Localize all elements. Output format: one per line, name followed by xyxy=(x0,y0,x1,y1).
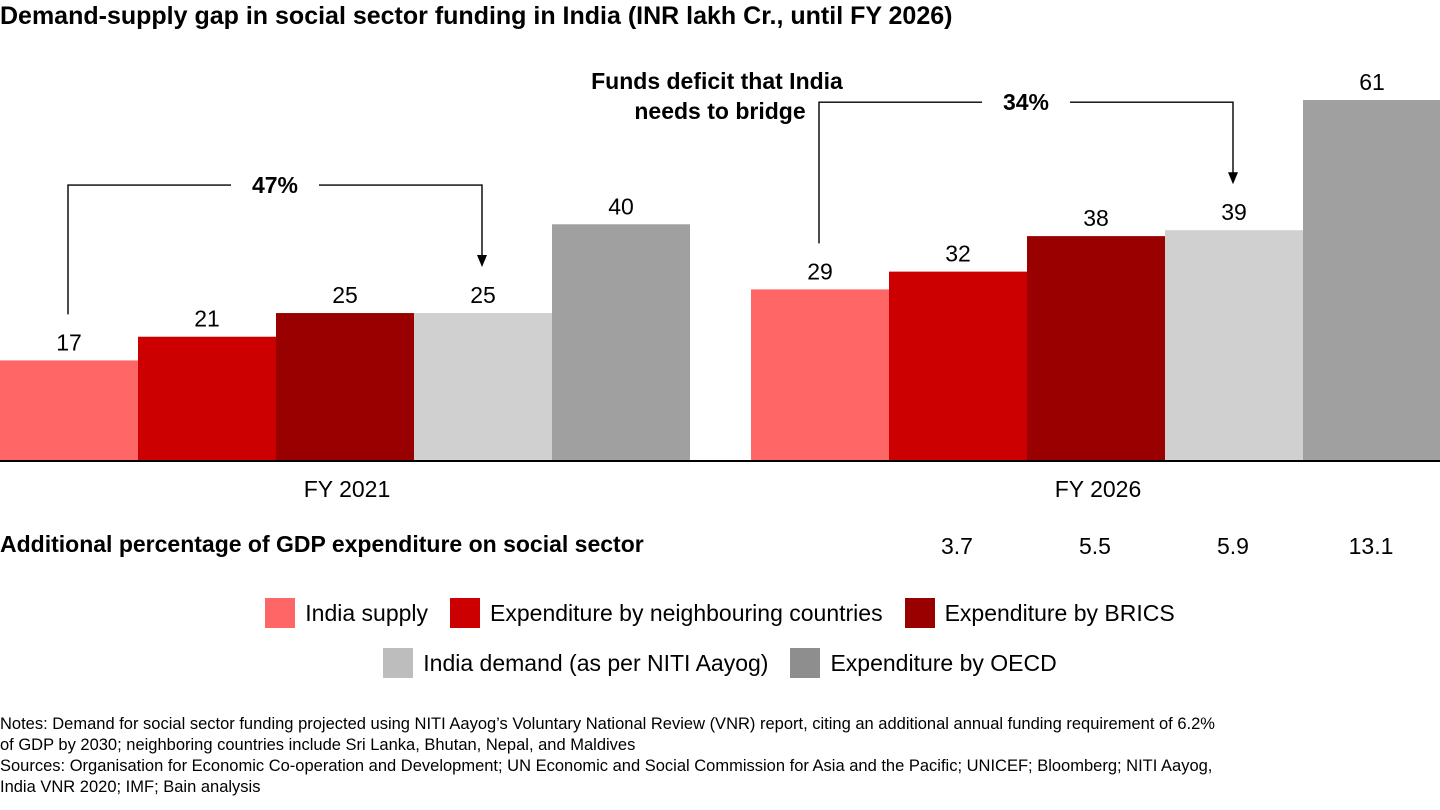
sources-line: India VNR 2020; IMF; Bain analysis xyxy=(0,778,261,796)
gap-bracket-right xyxy=(319,184,483,258)
gap-percentage-label: 47% xyxy=(252,172,298,198)
bar-fy-2021-expenditure-by-brics xyxy=(276,313,414,461)
gap-bracket-left xyxy=(818,101,982,244)
bar-value-label: 61 xyxy=(1359,69,1385,95)
legend-swatch xyxy=(904,598,935,628)
legend-label: Expenditure by OECD xyxy=(830,649,1057,676)
category-labels-group: FY 2021 FY 2026 xyxy=(304,476,1142,502)
bar-fy-2021-india-demand-as-per-niti-aayog xyxy=(414,313,552,461)
legend-swatch xyxy=(790,648,821,678)
bar-fy-2026-india-supply xyxy=(751,289,889,461)
gap-arrowhead xyxy=(477,255,487,268)
bar-fy-2026-expenditure-by-brics xyxy=(1027,236,1165,461)
gdp-value-oecd: 13.1 xyxy=(1348,533,1394,559)
legend-item-india-supply: India supply xyxy=(265,598,428,628)
legend-label: India supply xyxy=(305,599,429,626)
sources-line: Sources: Organisation for Economic Co-op… xyxy=(0,757,1213,775)
legend-item-oecd: Expenditure by OECD xyxy=(790,648,1057,678)
bar-fy-2026-india-demand-as-per-niti-aayog xyxy=(1165,230,1303,461)
bar-fy-2021-expenditure-by-neighbouring-countries xyxy=(138,336,276,461)
bar-value-label: 40 xyxy=(608,193,634,219)
legend-row-1: India supply Expenditure by neighbouring… xyxy=(0,598,1440,628)
gap-percentage-label: 34% xyxy=(1003,89,1049,115)
legend-item-brics: Expenditure by BRICS xyxy=(904,598,1175,628)
gdp-value-neighbouring: 3.7 xyxy=(941,533,973,559)
bar-fy-2021-india-supply xyxy=(0,360,138,461)
gdp-value-brics: 5.5 xyxy=(1079,533,1111,559)
deficit-annotation-line-2: needs to bridge xyxy=(634,98,805,124)
legend-swatch xyxy=(265,598,296,628)
gap-arrowhead xyxy=(1228,172,1238,185)
bar-value-label: 38 xyxy=(1083,205,1109,231)
notes-line: of GDP by 2030; neighboring countries in… xyxy=(0,736,636,754)
legend-row-2: India demand (as per NITI Aayog) Expendi… xyxy=(0,648,1440,678)
gdp-row-heading: Additional percentage of GDP expenditure… xyxy=(0,531,644,557)
legend-label: Expenditure by neighbouring countries xyxy=(490,599,883,626)
bar-value-label: 32 xyxy=(945,241,971,267)
legend-swatch xyxy=(450,598,481,628)
bar-value-label: 25 xyxy=(470,282,496,308)
deficit-annotation-line-1: Funds deficit that India xyxy=(591,68,843,94)
bar-value-label: 21 xyxy=(194,306,220,332)
legend-swatch xyxy=(383,648,414,678)
gap-bracket-left xyxy=(67,184,231,315)
legend-item-india-demand: India demand (as per NITI Aayog) xyxy=(383,648,768,678)
notes-line: Notes: Demand for social sector funding … xyxy=(0,715,1215,733)
bar-fy-2026-expenditure-by-neighbouring-countries xyxy=(889,271,1027,461)
bar-fy-2021-expenditure-by-oecd xyxy=(552,224,690,461)
legend-label: India demand (as per NITI Aayog) xyxy=(423,649,769,676)
bars-group xyxy=(0,100,1440,461)
bar-labels-group: 17 21 25 25 40 29 32 38 39 61 xyxy=(56,69,1385,355)
gap-brackets-group: 47% 34% xyxy=(67,89,1238,315)
bar-value-label: 25 xyxy=(332,282,358,308)
gdp-value-india-demand: 5.9 xyxy=(1217,533,1249,559)
bar-value-label: 17 xyxy=(56,329,82,355)
notes-and-sources: Notes: Demand for social sector funding … xyxy=(0,714,1440,798)
legend-label: Expenditure by BRICS xyxy=(944,599,1175,626)
category-label-fy-2026: FY 2026 xyxy=(1055,476,1142,502)
bar-fy-2026-expenditure-by-oecd xyxy=(1303,100,1440,461)
bar-value-label: 29 xyxy=(807,258,833,284)
category-label-fy-2021: FY 2021 xyxy=(304,476,391,502)
chart-title: Demand-supply gap in social sector fundi… xyxy=(0,2,953,30)
bar-value-label: 39 xyxy=(1221,199,1247,225)
legend-item-neighbouring: Expenditure by neighbouring countries xyxy=(450,598,883,628)
gap-bracket-right xyxy=(1070,101,1234,175)
